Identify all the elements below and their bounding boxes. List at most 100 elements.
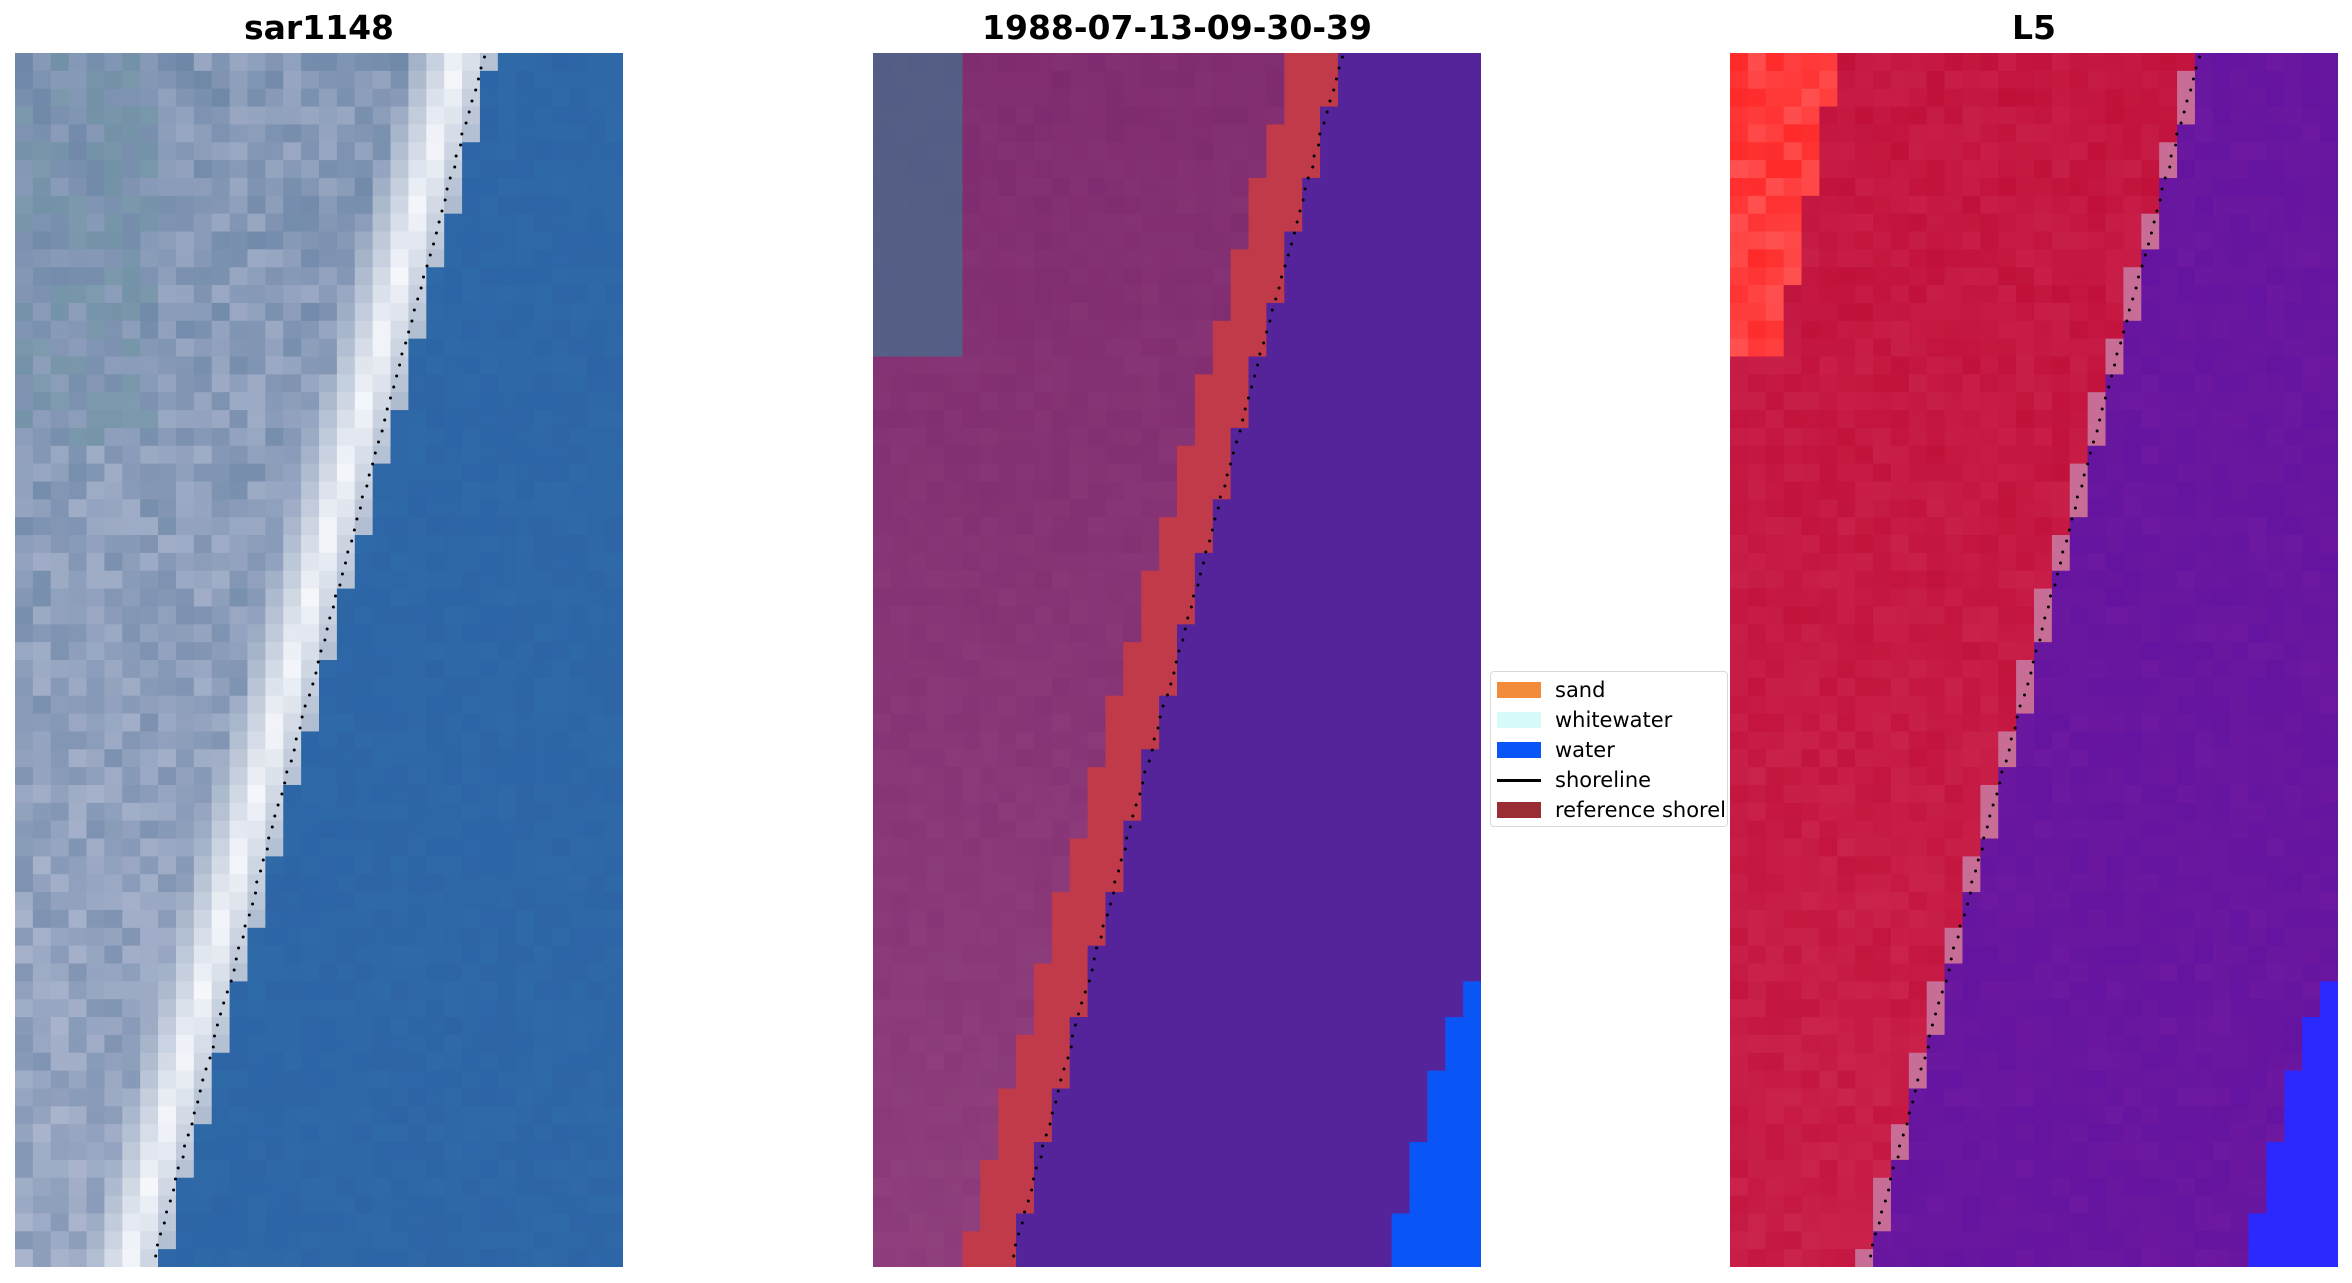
rgb-pixel bbox=[605, 53, 623, 72]
class-pixel bbox=[1302, 142, 1321, 161]
class-pixel bbox=[926, 70, 946, 90]
class-pixel bbox=[980, 606, 999, 625]
rgb-pixel bbox=[247, 302, 266, 322]
rgb-pixel bbox=[426, 249, 445, 268]
rgb-pixel bbox=[140, 70, 159, 90]
class-pixel bbox=[1463, 660, 1481, 679]
class-pixel bbox=[1266, 909, 1285, 929]
rgb-pixel bbox=[605, 249, 623, 268]
rgb-pixel bbox=[50, 624, 70, 643]
rgb-pixel bbox=[462, 535, 481, 554]
rgb-pixel bbox=[229, 356, 249, 375]
class-pixel bbox=[1159, 249, 1178, 268]
rgb-pixel bbox=[408, 374, 427, 393]
class-pixel bbox=[980, 338, 999, 358]
class-pixel bbox=[1141, 963, 1160, 982]
rgb-pixel bbox=[587, 427, 606, 447]
rgb-pixel bbox=[283, 588, 302, 608]
class-pixel bbox=[1248, 1034, 1268, 1054]
rgb-pixel bbox=[265, 1106, 284, 1125]
class-pixel bbox=[944, 356, 964, 375]
class-pixel bbox=[1069, 570, 1089, 590]
class-pixel bbox=[1105, 1106, 1124, 1125]
rgb-pixel bbox=[587, 642, 606, 661]
rgb-pixel bbox=[247, 106, 266, 126]
class-pixel bbox=[1320, 53, 1339, 72]
index-pixel bbox=[1837, 213, 1856, 233]
class-pixel bbox=[1159, 535, 1178, 554]
rgb-pixel bbox=[140, 302, 159, 322]
rgb-pixel bbox=[211, 909, 231, 929]
rgb-pixel bbox=[372, 481, 392, 500]
class-pixel bbox=[1463, 856, 1481, 875]
rgb-pixel bbox=[354, 1088, 374, 1107]
class-pixel bbox=[944, 767, 964, 786]
class-pixel bbox=[944, 463, 964, 483]
class-pixel bbox=[1212, 160, 1232, 179]
index-pixel bbox=[1980, 195, 1999, 215]
class-pixel bbox=[926, 713, 946, 733]
class-pixel bbox=[1248, 213, 1268, 233]
rgb-pixel bbox=[247, 1017, 266, 1036]
class-pixel bbox=[926, 552, 946, 572]
class-pixel bbox=[1105, 1124, 1124, 1143]
class-pixel bbox=[1302, 945, 1321, 965]
class-pixel bbox=[1302, 981, 1321, 1000]
rgb-pixel bbox=[319, 195, 338, 215]
rgb-pixel bbox=[408, 660, 427, 679]
index-pixel bbox=[2087, 53, 2107, 72]
rgb-pixel bbox=[462, 88, 481, 108]
class-pixel bbox=[1284, 820, 1303, 840]
rgb-pixel bbox=[68, 338, 88, 358]
class-pixel bbox=[1033, 1070, 1053, 1090]
class-pixel bbox=[998, 267, 1017, 286]
rgb-pixel bbox=[50, 142, 70, 161]
index-pixel bbox=[2284, 106, 2303, 126]
rgb-pixel bbox=[50, 660, 70, 679]
rgb-pixel bbox=[479, 731, 499, 750]
class-pixel bbox=[1051, 53, 1071, 72]
rgb-pixel bbox=[193, 177, 213, 197]
rgb-pixel bbox=[211, 838, 231, 857]
class-pixel bbox=[944, 945, 964, 965]
rgb-pixel bbox=[336, 677, 356, 697]
class-pixel bbox=[1284, 1017, 1303, 1036]
class-pixel bbox=[1069, 588, 1089, 608]
rgb-pixel bbox=[426, 445, 445, 465]
rgb-pixel bbox=[605, 410, 623, 429]
rgb-pixel bbox=[158, 1017, 177, 1036]
rgb-pixel bbox=[140, 427, 159, 447]
class-pixel bbox=[1069, 909, 1089, 929]
class-pixel bbox=[1212, 53, 1232, 72]
class-pixel bbox=[1141, 177, 1160, 197]
class-pixel bbox=[1320, 1088, 1339, 1107]
class-pixel bbox=[1427, 1159, 1446, 1179]
rgb-pixel bbox=[50, 374, 70, 393]
class-pixel bbox=[1463, 1213, 1481, 1232]
class-pixel bbox=[1391, 53, 1411, 72]
class-pixel bbox=[1427, 517, 1446, 536]
rgb-pixel bbox=[444, 213, 463, 233]
class-pixel bbox=[1463, 552, 1481, 572]
index-pixel bbox=[1962, 160, 1981, 179]
rgb-pixel bbox=[283, 642, 302, 661]
class-pixel bbox=[1337, 660, 1357, 679]
rgb-pixel bbox=[390, 177, 410, 197]
class-pixel bbox=[1248, 695, 1268, 715]
class-pixel bbox=[1337, 70, 1357, 90]
index-pixel bbox=[1873, 70, 1892, 90]
class-pixel bbox=[944, 1017, 964, 1036]
rgb-pixel bbox=[50, 713, 70, 733]
rgb-pixel bbox=[68, 410, 88, 429]
rgb-pixel bbox=[390, 1017, 410, 1036]
rgb-pixel bbox=[319, 945, 338, 965]
rgb-pixel bbox=[229, 1052, 249, 1072]
class-pixel bbox=[1355, 624, 1375, 643]
rgb-pixel bbox=[319, 1231, 338, 1250]
rgb-pixel bbox=[15, 677, 34, 697]
index-pixel bbox=[2141, 195, 2160, 215]
class-pixel bbox=[1320, 535, 1339, 554]
class-pixel bbox=[1337, 356, 1357, 375]
rgb-pixel bbox=[211, 1052, 231, 1072]
class-pixel bbox=[1427, 660, 1446, 679]
